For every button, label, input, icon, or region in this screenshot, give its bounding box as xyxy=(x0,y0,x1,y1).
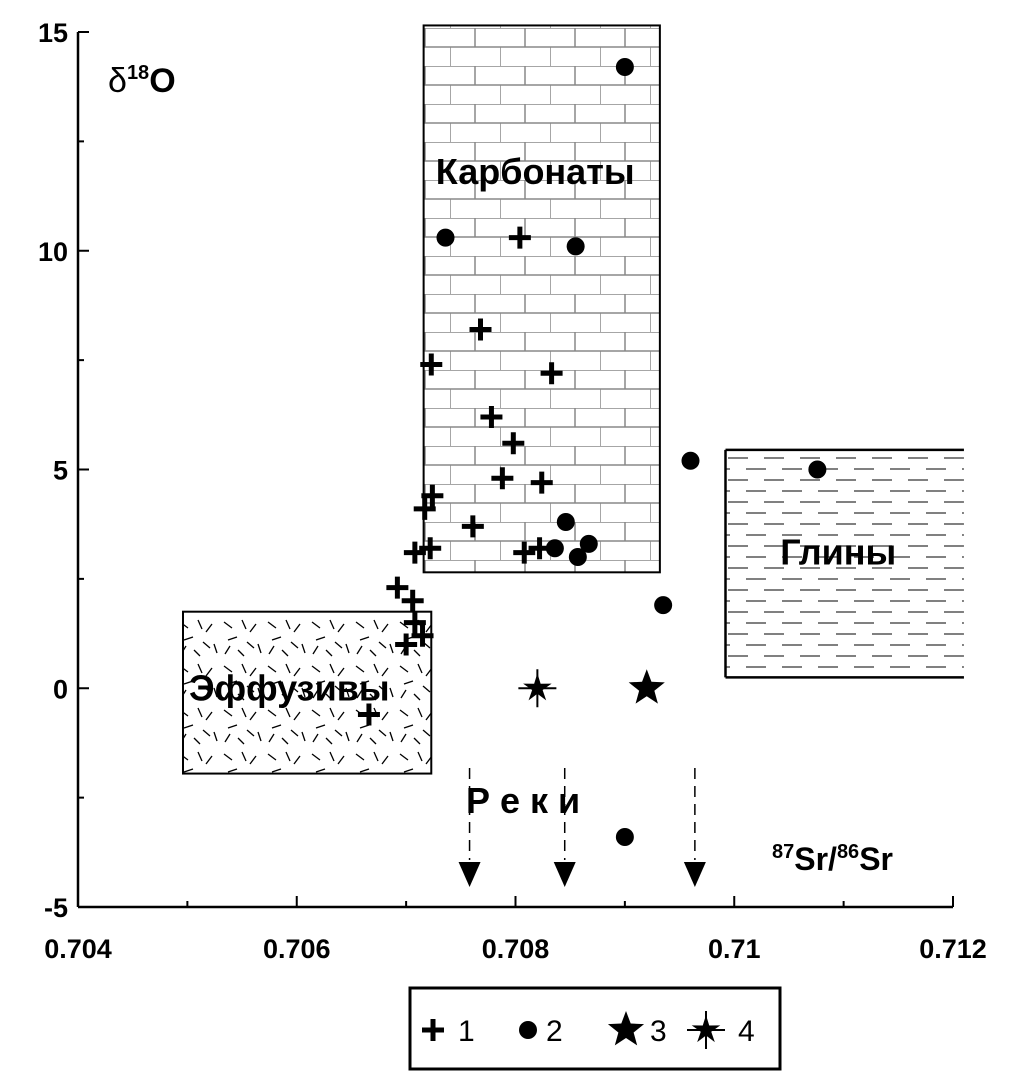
x-tick-label: 0.708 xyxy=(482,934,550,964)
y-axis-label: δ18O xyxy=(108,62,176,100)
y-label-main: O xyxy=(149,62,175,100)
axes-layer: 15 10 5 0 -5 0.704 0.706 0.708 0.71 0.712 xyxy=(38,18,987,964)
region-2-border xyxy=(182,610,433,775)
series-1-point xyxy=(513,541,536,564)
series-2-point xyxy=(545,539,564,558)
series-1-point xyxy=(461,515,484,538)
y-tick-label: -5 xyxy=(44,893,68,923)
series-1-point xyxy=(420,353,443,376)
legend-label-1: 1 xyxy=(458,1015,475,1048)
x-axis-label: 87Sr/86Sr xyxy=(772,841,893,877)
rivers-label: Р е к и xyxy=(466,780,580,821)
series-1-point xyxy=(401,589,424,612)
series-2-point xyxy=(681,451,700,470)
series-1-point xyxy=(508,226,531,249)
legend-marker-2 xyxy=(519,1021,537,1039)
series-2-point xyxy=(654,596,673,615)
y-tick-label: 0 xyxy=(53,674,68,704)
legend-marker-4 xyxy=(687,1011,725,1049)
series-2-point xyxy=(615,58,634,76)
river-arrow xyxy=(458,862,481,887)
series-1-point xyxy=(530,471,553,494)
series-1-point xyxy=(403,611,426,634)
region-2-fill xyxy=(183,611,432,774)
series-1-point xyxy=(540,362,563,385)
regions-layer: Карбонаты Эффузивы Глины xyxy=(182,24,964,775)
series-1-point xyxy=(411,624,434,647)
series-2-point xyxy=(579,534,598,553)
region-1-border xyxy=(422,24,661,574)
legend-marker-3 xyxy=(607,1011,645,1046)
river-arrow xyxy=(553,862,576,887)
series-1-point xyxy=(395,633,418,656)
x-label-sup2: 86 xyxy=(837,841,859,863)
series-2-point xyxy=(436,228,455,247)
x-label-t2: Sr xyxy=(859,841,893,877)
legend-box xyxy=(408,986,782,1071)
axis-labels: δ18O 87Sr/86Sr xyxy=(108,62,893,877)
x-tick-label: 0.71 xyxy=(708,934,761,964)
x-tick-label: 0.712 xyxy=(919,934,987,964)
series-3-point xyxy=(628,669,665,704)
series-2-point xyxy=(615,828,634,846)
series-2-point xyxy=(568,548,587,566)
region-3-fill xyxy=(725,449,964,678)
y-tick-label: 5 xyxy=(53,456,68,486)
points-layer xyxy=(357,58,827,846)
legend: 1 2 3 4 xyxy=(408,986,782,1071)
series-2-point xyxy=(566,237,585,256)
series-1-point xyxy=(357,703,380,726)
legend-marker-1 xyxy=(422,1019,444,1041)
legend-label-3: 3 xyxy=(650,1015,667,1048)
x-label-t1: Sr/ xyxy=(794,841,837,877)
x-label-sup1: 87 xyxy=(772,841,794,863)
series-1-point xyxy=(421,484,444,507)
region-label-1: Карбонаты xyxy=(436,151,635,192)
series-1-point xyxy=(386,576,409,599)
series-1-point xyxy=(502,432,525,455)
x-tick-label: 0.704 xyxy=(44,934,112,964)
y-label-prefix: δ xyxy=(108,62,127,100)
series-2-point xyxy=(556,513,575,531)
series-1-point xyxy=(491,467,514,490)
legend-label-4: 4 xyxy=(738,1015,755,1048)
y-tick-label: 15 xyxy=(38,18,68,48)
region-label-3: Глины xyxy=(780,532,896,573)
rivers-layer: Р е к и xyxy=(458,768,706,887)
y-tick-label: 10 xyxy=(38,237,68,267)
region-label-2: Эффузивы xyxy=(189,667,390,708)
series-1-point xyxy=(419,537,442,560)
series-1-point xyxy=(480,406,503,428)
x-tick-label: 0.706 xyxy=(263,934,331,964)
series-1-point xyxy=(403,541,426,564)
legend-label-2: 2 xyxy=(546,1015,563,1048)
series-1-point xyxy=(413,497,436,520)
series-4-point xyxy=(518,669,557,708)
river-arrow xyxy=(683,862,706,887)
series-2-point xyxy=(808,460,827,479)
series-1-point xyxy=(469,318,492,341)
y-label-sup: 18 xyxy=(127,62,149,84)
